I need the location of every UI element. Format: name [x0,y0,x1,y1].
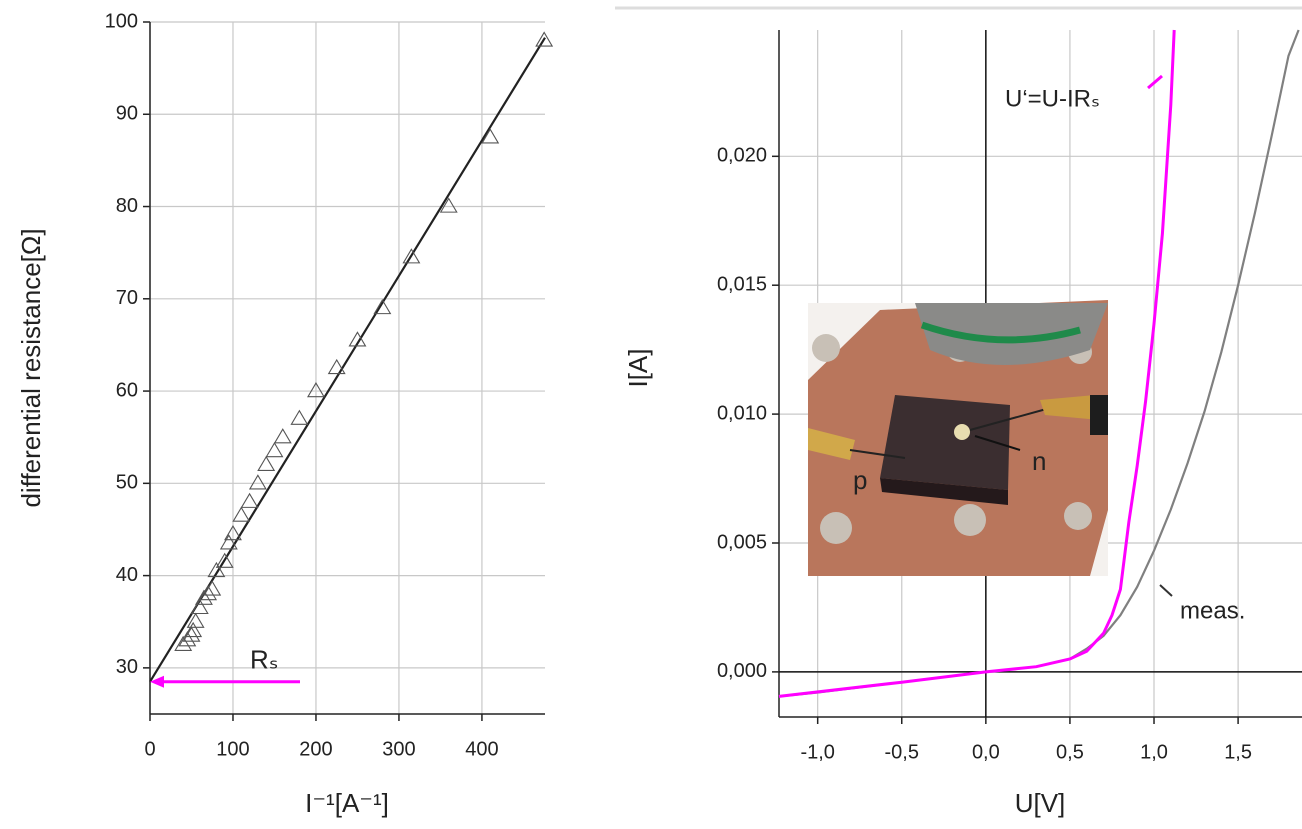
x-tick-label: 300 [382,738,415,760]
data-point [207,561,226,578]
y-tick-label: 0,005 [717,531,767,553]
meas-label: meas. [1180,597,1245,624]
data-point [348,331,367,347]
y-tick-label: 90 [116,103,138,125]
y-tick-label: 60 [116,379,138,401]
y-tick-label: 80 [116,195,138,217]
x-tick-label: 0,0 [972,741,1000,763]
data-point [290,409,309,425]
data-point [232,506,251,522]
y-axis-label: differential resistance[Ω] [16,228,46,507]
data-point [224,524,242,541]
data-point [240,492,259,508]
y-tick-label: 0,010 [717,402,767,424]
x-tick-label: 400 [465,738,498,760]
data-point [186,612,205,628]
x-axis-label: I⁻¹[A⁻¹] [305,788,389,818]
rs-arrow-head [150,675,164,688]
data-point [215,552,234,568]
y-tick-label: 40 [116,564,138,586]
fit-line [149,37,546,683]
rs-label: Rₛ [250,645,278,675]
y-tick-label: 100 [105,10,138,32]
x-tick-label: 0,5 [1056,741,1084,763]
u-label: U‘=U-IRₛ [1005,85,1100,112]
data-point [178,631,197,647]
inset-label: n [1032,446,1046,476]
data-point [265,441,284,458]
data-point [327,358,346,375]
data-point [182,626,201,642]
data-point [373,298,392,315]
data-point [219,534,238,550]
inset-photo [808,300,1108,576]
data-point [402,248,421,264]
data-point [199,584,218,601]
data-point [307,381,325,398]
meas-leader [1159,584,1173,597]
x-tick-label: 0 [144,738,155,760]
data-point [190,598,209,615]
data-point [481,128,500,144]
data-point [203,580,222,596]
x-tick-label: 1,0 [1140,741,1168,763]
y-tick-label: 0,000 [717,660,767,682]
x-tick-label: -0,5 [885,741,919,763]
data-point [248,474,267,490]
data-point [439,197,458,213]
x-axis-label: U[V] [1015,788,1066,818]
data-point [184,621,203,638]
data-point [257,455,276,472]
chart: 30 40 50 60 70 80 90 100 0 100 200 300 400 I⁻¹[A⁻¹] di… [16,10,554,818]
y-tick-label: 0,015 [717,273,767,295]
data-point [194,589,213,605]
y-tick-label: 70 [116,287,138,309]
y-tick-label: 30 [116,656,138,678]
data-point [273,428,292,444]
data-point [535,31,554,47]
y-tick-label: 0,020 [717,145,767,167]
y-tick-label: 50 [116,472,138,494]
inset-label: p [853,465,867,495]
x-tick-label: 100 [216,738,249,760]
u-leader [1147,74,1163,90]
y-axis-label: I[A] [623,348,653,387]
x-tick-label: -1,0 [800,741,834,763]
chart: 0,000 0,005 0,010 0,015 0,020 -1,0 -0,5 0,0 0,5 1… [623,29,1302,818]
x-tick-label: 200 [299,738,332,760]
curve [778,29,1176,698]
data-point [174,635,193,651]
x-tick-label: 1,5 [1224,741,1252,763]
